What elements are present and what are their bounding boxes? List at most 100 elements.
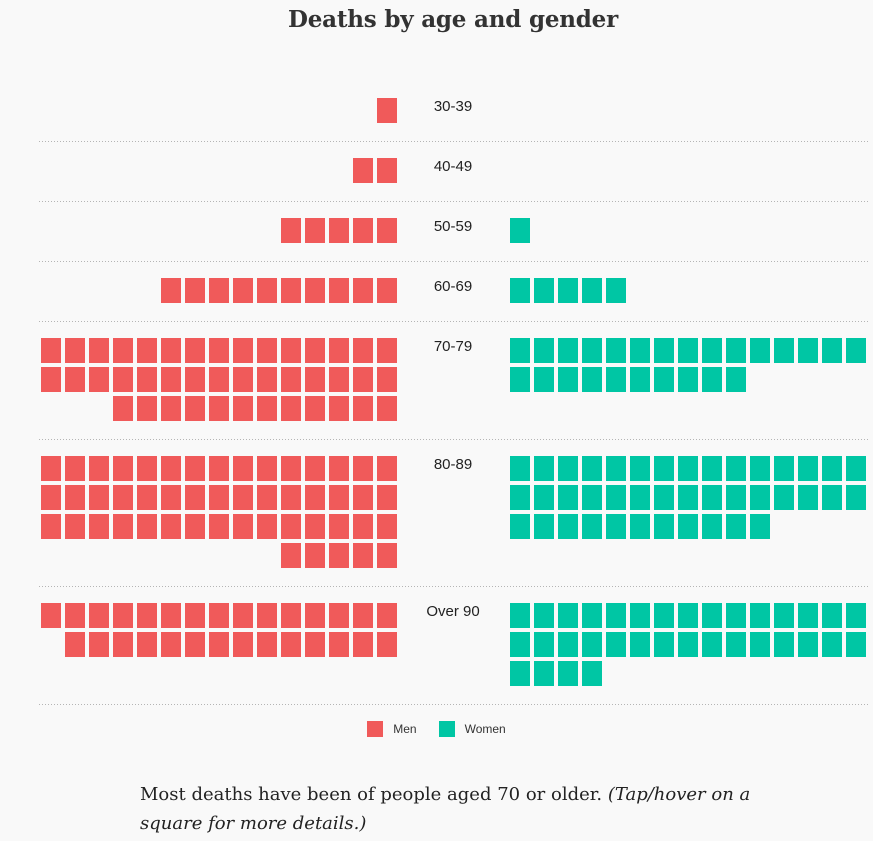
square-women-80-89[interactable] bbox=[726, 456, 746, 481]
square-men-60-69[interactable] bbox=[257, 278, 277, 303]
square-women-over-90[interactable] bbox=[798, 603, 818, 628]
square-men-80-89[interactable] bbox=[185, 456, 205, 481]
square-women-over-90[interactable] bbox=[534, 632, 554, 657]
square-men-over-90[interactable] bbox=[209, 603, 229, 628]
square-women-80-89[interactable] bbox=[726, 485, 746, 510]
square-women-80-89[interactable] bbox=[630, 514, 650, 539]
square-women-80-89[interactable] bbox=[822, 456, 842, 481]
square-men-70-79[interactable] bbox=[233, 367, 253, 392]
square-women-70-79[interactable] bbox=[558, 367, 578, 392]
square-men-70-79[interactable] bbox=[353, 338, 373, 363]
square-men-60-69[interactable] bbox=[353, 278, 373, 303]
square-men-80-89[interactable] bbox=[41, 514, 61, 539]
square-men-80-89[interactable] bbox=[137, 514, 157, 539]
square-men-80-89[interactable] bbox=[137, 485, 157, 510]
square-women-over-90[interactable] bbox=[846, 632, 866, 657]
square-women-80-89[interactable] bbox=[534, 514, 554, 539]
square-women-80-89[interactable] bbox=[846, 485, 866, 510]
square-women-80-89[interactable] bbox=[750, 514, 770, 539]
square-women-over-90[interactable] bbox=[726, 603, 746, 628]
square-women-80-89[interactable] bbox=[678, 456, 698, 481]
square-women-80-89[interactable] bbox=[558, 456, 578, 481]
square-men-70-79[interactable] bbox=[161, 338, 181, 363]
square-men-80-89[interactable] bbox=[329, 543, 349, 568]
square-men-70-79[interactable] bbox=[113, 338, 133, 363]
square-women-over-90[interactable] bbox=[582, 603, 602, 628]
square-men-80-89[interactable] bbox=[353, 514, 373, 539]
square-women-over-90[interactable] bbox=[606, 632, 626, 657]
square-men-70-79[interactable] bbox=[281, 338, 301, 363]
square-men-over-90[interactable] bbox=[161, 603, 181, 628]
square-men-60-69[interactable] bbox=[185, 278, 205, 303]
square-women-over-90[interactable] bbox=[750, 632, 770, 657]
square-men-70-79[interactable] bbox=[329, 338, 349, 363]
square-women-70-79[interactable] bbox=[510, 367, 530, 392]
square-men-70-79[interactable] bbox=[185, 338, 205, 363]
square-men-80-89[interactable] bbox=[377, 543, 397, 568]
square-women-over-90[interactable] bbox=[822, 632, 842, 657]
square-men-70-79[interactable] bbox=[209, 338, 229, 363]
square-men-80-89[interactable] bbox=[377, 485, 397, 510]
square-men-80-89[interactable] bbox=[377, 456, 397, 481]
square-women-80-89[interactable] bbox=[630, 456, 650, 481]
square-men-over-90[interactable] bbox=[329, 603, 349, 628]
square-women-70-79[interactable] bbox=[726, 367, 746, 392]
square-women-over-90[interactable] bbox=[558, 661, 578, 686]
square-women-over-90[interactable] bbox=[726, 632, 746, 657]
square-men-over-90[interactable] bbox=[233, 632, 253, 657]
square-men-80-89[interactable] bbox=[89, 456, 109, 481]
square-women-80-89[interactable] bbox=[510, 485, 530, 510]
square-men-over-90[interactable] bbox=[41, 603, 61, 628]
square-men-over-90[interactable] bbox=[65, 603, 85, 628]
square-men-80-89[interactable] bbox=[161, 456, 181, 481]
square-women-80-89[interactable] bbox=[654, 485, 674, 510]
square-men-70-79[interactable] bbox=[137, 338, 157, 363]
square-men-50-59[interactable] bbox=[353, 218, 373, 243]
square-men-70-79[interactable] bbox=[377, 367, 397, 392]
square-men-30-39[interactable] bbox=[377, 98, 397, 123]
square-women-80-89[interactable] bbox=[510, 456, 530, 481]
square-men-80-89[interactable] bbox=[161, 485, 181, 510]
square-men-70-79[interactable] bbox=[281, 367, 301, 392]
square-women-70-79[interactable] bbox=[534, 367, 554, 392]
square-men-over-90[interactable] bbox=[185, 603, 205, 628]
square-men-70-79[interactable] bbox=[233, 338, 253, 363]
square-men-70-79[interactable] bbox=[233, 396, 253, 421]
square-women-80-89[interactable] bbox=[510, 514, 530, 539]
square-men-over-90[interactable] bbox=[377, 632, 397, 657]
square-men-70-79[interactable] bbox=[305, 338, 325, 363]
square-men-70-79[interactable] bbox=[209, 367, 229, 392]
square-women-70-79[interactable] bbox=[582, 367, 602, 392]
square-women-80-89[interactable] bbox=[534, 485, 554, 510]
square-men-80-89[interactable] bbox=[305, 485, 325, 510]
square-women-over-90[interactable] bbox=[510, 603, 530, 628]
square-men-70-79[interactable] bbox=[137, 367, 157, 392]
square-women-70-79[interactable] bbox=[582, 338, 602, 363]
square-women-70-79[interactable] bbox=[702, 367, 722, 392]
square-men-over-90[interactable] bbox=[233, 603, 253, 628]
square-men-over-90[interactable] bbox=[329, 632, 349, 657]
square-men-70-79[interactable] bbox=[329, 396, 349, 421]
square-women-80-89[interactable] bbox=[582, 456, 602, 481]
square-men-80-89[interactable] bbox=[209, 485, 229, 510]
square-men-60-69[interactable] bbox=[209, 278, 229, 303]
square-women-80-89[interactable] bbox=[558, 514, 578, 539]
square-women-70-79[interactable] bbox=[558, 338, 578, 363]
square-women-over-90[interactable] bbox=[654, 632, 674, 657]
square-women-60-69[interactable] bbox=[606, 278, 626, 303]
square-men-80-89[interactable] bbox=[281, 543, 301, 568]
square-men-over-90[interactable] bbox=[137, 603, 157, 628]
square-men-over-90[interactable] bbox=[113, 632, 133, 657]
square-women-70-79[interactable] bbox=[750, 338, 770, 363]
square-women-80-89[interactable] bbox=[558, 485, 578, 510]
square-men-over-90[interactable] bbox=[65, 632, 85, 657]
square-men-80-89[interactable] bbox=[305, 514, 325, 539]
square-women-over-90[interactable] bbox=[558, 632, 578, 657]
square-men-70-79[interactable] bbox=[305, 367, 325, 392]
square-men-80-89[interactable] bbox=[329, 514, 349, 539]
square-men-over-90[interactable] bbox=[305, 603, 325, 628]
square-men-80-89[interactable] bbox=[233, 456, 253, 481]
square-women-80-89[interactable] bbox=[606, 514, 626, 539]
square-men-80-89[interactable] bbox=[161, 514, 181, 539]
square-men-70-79[interactable] bbox=[209, 396, 229, 421]
